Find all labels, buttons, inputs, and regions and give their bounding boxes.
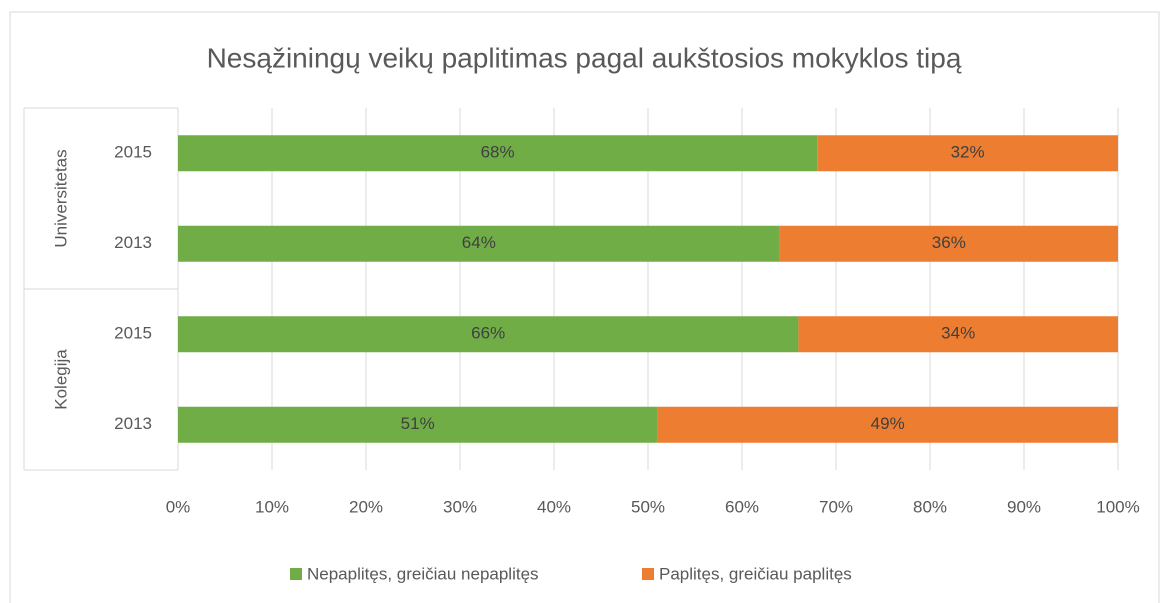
- x-tick-label: 80%: [913, 497, 947, 516]
- bar-segment: [779, 225, 1118, 262]
- data-label: 49%: [871, 414, 905, 433]
- chart-frame: [9, 11, 1160, 603]
- y-tick-label: 2015: [114, 143, 152, 162]
- x-tick-label: 30%: [443, 497, 477, 516]
- bar-segment: [178, 316, 799, 353]
- legend-label: Nepaplitęs, greičiau nepaplitęs: [307, 564, 539, 583]
- y-tick-label: 2015: [114, 324, 152, 343]
- x-tick-label: 50%: [631, 497, 665, 516]
- data-label: 32%: [951, 143, 985, 162]
- group-label: Kolegija: [51, 349, 70, 410]
- data-label: 68%: [481, 143, 515, 162]
- x-tick-label: 10%: [255, 497, 289, 516]
- x-tick-label: 60%: [725, 497, 759, 516]
- x-tick-label: 40%: [537, 497, 571, 516]
- bar-segment: [178, 135, 818, 172]
- bar-segment: [178, 406, 658, 443]
- data-label: 64%: [462, 233, 496, 252]
- group-label: Universitetas: [51, 149, 70, 247]
- x-tick-label: 90%: [1007, 497, 1041, 516]
- data-label: 66%: [471, 324, 505, 343]
- legend-swatch: [290, 568, 302, 580]
- bar-segment: [178, 225, 780, 262]
- data-label: 36%: [932, 233, 966, 252]
- chart-title: Nesąžiningų veikų paplitimas pagal aukšt…: [207, 42, 962, 73]
- data-label: 34%: [941, 324, 975, 343]
- x-tick-label: 70%: [819, 497, 853, 516]
- bar-segment: [657, 406, 1118, 443]
- data-label: 51%: [401, 414, 435, 433]
- y-tick-label: 2013: [114, 414, 152, 433]
- bar-segment: [798, 316, 1118, 353]
- x-tick-label: 20%: [349, 497, 383, 516]
- x-tick-label: 100%: [1096, 497, 1139, 516]
- bar-segment: [817, 135, 1118, 172]
- x-tick-label: 0%: [166, 497, 191, 516]
- y-tick-label: 2013: [114, 233, 152, 252]
- legend-swatch: [642, 568, 654, 580]
- legend-label: Paplitęs, greičiau paplitęs: [659, 564, 852, 583]
